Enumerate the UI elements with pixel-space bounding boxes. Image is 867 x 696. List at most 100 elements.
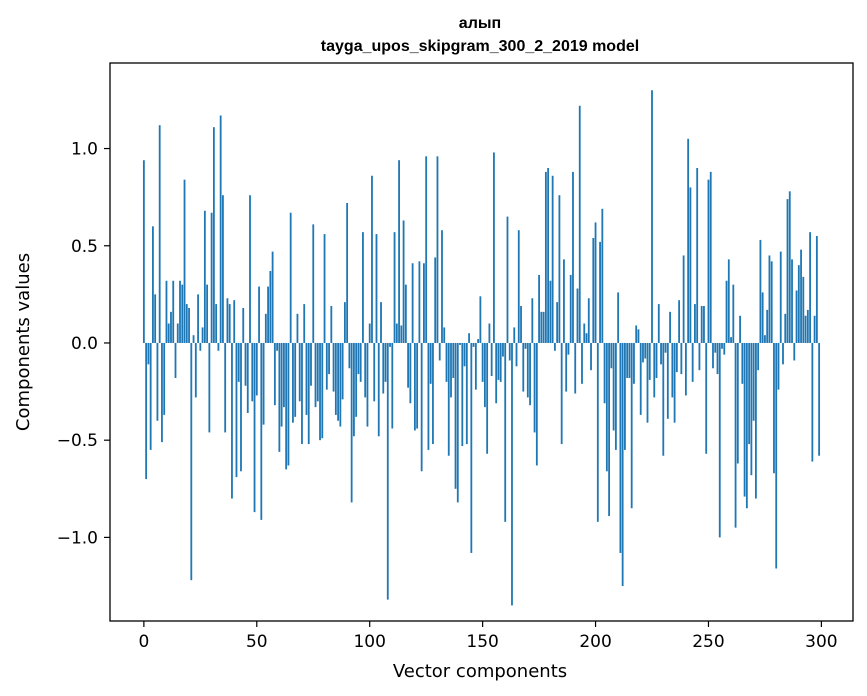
bar-91: [348, 342, 351, 369]
bar-80: [323, 234, 326, 343]
bar-115: [402, 220, 405, 343]
bar-210: [617, 292, 620, 343]
bar-150: [481, 342, 484, 382]
bar-132: [441, 230, 443, 343]
x-tick-label: 250: [692, 632, 724, 652]
bar-292: [802, 276, 805, 343]
bar-196: [585, 333, 588, 343]
bar-258: [725, 280, 728, 343]
y-tick-label: 1.0: [71, 140, 98, 160]
bar-259: [727, 259, 730, 343]
bar-119: [411, 263, 414, 343]
bar-265: [741, 342, 744, 384]
bar-27: [203, 210, 206, 343]
bar-135: [447, 342, 450, 456]
bar-224: [648, 342, 651, 380]
bar-94: [355, 342, 358, 417]
bar-144: [468, 333, 470, 343]
bar-23: [194, 342, 197, 398]
bar-253: [714, 342, 717, 353]
bar-83: [330, 306, 333, 343]
bar-183: [556, 302, 559, 343]
bar-262: [734, 342, 737, 528]
x-tick-label: 300: [805, 632, 837, 652]
bar-128: [432, 342, 434, 445]
bar-243: [691, 342, 694, 382]
bar-46: [246, 342, 249, 413]
bar-285: [786, 199, 789, 343]
bar-182: [553, 342, 556, 351]
bar-232: [666, 342, 669, 419]
x-tick-label: 200: [579, 632, 611, 652]
bar-66: [292, 342, 294, 423]
bar-143: [465, 342, 468, 445]
bar-254: [716, 342, 719, 375]
bar-273: [759, 239, 762, 343]
bar-208: [612, 342, 615, 431]
bar-131: [438, 342, 441, 361]
bar-220: [639, 342, 642, 415]
bar-97: [362, 232, 364, 343]
bar-17: [181, 284, 184, 343]
bar-101: [371, 175, 373, 343]
bar-38: [228, 304, 231, 343]
bar-231: [664, 342, 667, 353]
bar-28: [206, 284, 209, 343]
bar-77: [316, 342, 319, 402]
bar-155: [493, 152, 495, 343]
bar-160: [504, 342, 507, 522]
bar-44: [242, 307, 245, 343]
bar-180: [549, 280, 552, 343]
bar-110: [391, 342, 394, 429]
bar-21: [190, 342, 193, 581]
bar-166: [517, 230, 520, 343]
bar-274: [761, 292, 764, 343]
bar-172: [531, 298, 534, 343]
bar-249: [705, 342, 708, 454]
bar-225: [651, 90, 653, 343]
x-tick-label: 50: [246, 632, 268, 652]
bar-4: [152, 226, 154, 343]
bar-71: [303, 304, 306, 343]
bar-151: [483, 342, 486, 408]
bar-10: [165, 280, 168, 343]
bar-278: [770, 261, 773, 343]
bar-84: [332, 342, 335, 392]
chart-title: алып: [459, 15, 501, 32]
bar-222: [644, 342, 647, 359]
bar-190: [572, 171, 574, 343]
bar-250: [707, 179, 710, 343]
bar-120: [413, 342, 416, 431]
bar-298: [815, 236, 818, 343]
bar-215: [628, 342, 631, 378]
bar-221: [642, 342, 644, 363]
bar-207: [610, 342, 613, 369]
bar-55: [267, 286, 269, 343]
bar-109: [389, 342, 391, 347]
bar-73: [307, 342, 310, 445]
bar-170: [526, 342, 529, 398]
bar-145: [470, 342, 473, 553]
bar-204: [603, 342, 606, 404]
bar-148: [477, 339, 480, 343]
bar-256: [721, 342, 723, 349]
bar-288: [793, 342, 796, 361]
bar-297: [813, 315, 816, 343]
bar-199: [592, 237, 595, 343]
bar-270: [752, 342, 755, 421]
bar-239: [682, 255, 685, 343]
bar-260: [730, 337, 732, 343]
bar-36: [224, 342, 227, 433]
bar-187: [565, 342, 568, 392]
bar-60: [278, 342, 281, 452]
bar-113: [398, 160, 400, 343]
bar-169: [524, 342, 527, 349]
bar-134: [445, 342, 448, 382]
bar-50: [255, 342, 258, 396]
bar-40: [233, 300, 236, 343]
bar-223: [646, 342, 649, 423]
bar-74: [310, 342, 312, 386]
bar-102: [373, 342, 376, 402]
bar-178: [544, 171, 547, 343]
bar-267: [745, 342, 748, 509]
